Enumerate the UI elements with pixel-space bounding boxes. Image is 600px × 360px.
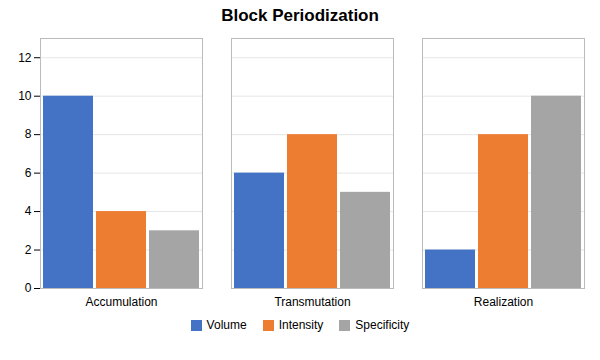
svg-text:8: 8 — [25, 127, 32, 141]
html-text:Volume: Volume — [206, 318, 247, 332]
html-text:Block Periodization: Block Periodization — [221, 6, 379, 25]
html-text:Specificity: Specificity — [355, 318, 410, 332]
svg-text:12: 12 — [18, 51, 32, 65]
svg-text:4: 4 — [25, 204, 32, 218]
html-text:Intensity: Intensity — [278, 318, 324, 332]
svg-text:2: 2 — [25, 243, 32, 257]
svg-text:6: 6 — [25, 166, 32, 180]
svg-text:10: 10 — [18, 89, 32, 103]
svg-text:Accumulation: Accumulation — [85, 295, 157, 309]
svg-text:Transmutation: Transmutation — [274, 295, 350, 309]
svg-text:Realization: Realization — [474, 295, 533, 309]
svg-text:0: 0 — [25, 281, 32, 295]
